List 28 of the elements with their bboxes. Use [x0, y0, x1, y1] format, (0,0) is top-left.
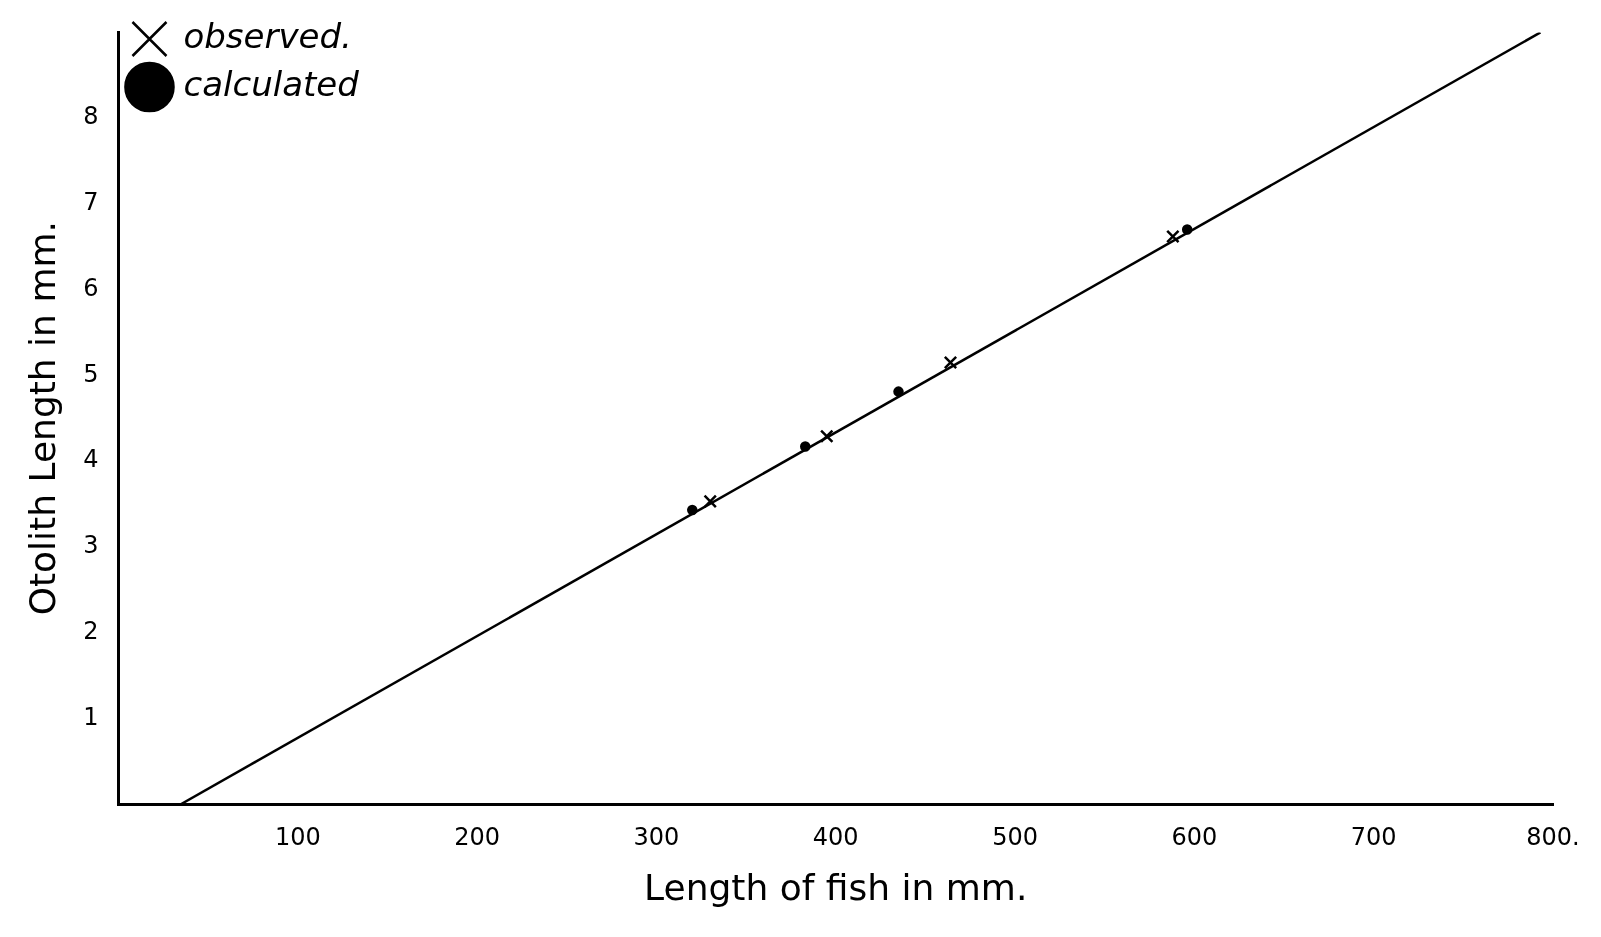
- point: [703, 494, 718, 509]
- point: [687, 504, 698, 516]
- point: [1181, 224, 1193, 235]
- x-tick-label: 500: [992, 822, 1038, 851]
- point: [800, 441, 811, 452]
- y-tick-label: 1: [83, 702, 99, 731]
- point: [819, 429, 834, 444]
- x-tick-label: 800.: [1526, 822, 1580, 851]
- y-tick-label: 7: [83, 188, 99, 217]
- x-tick-label: 300: [633, 822, 680, 851]
- x-tick-label: 200: [454, 822, 501, 851]
- x-axis-title: Length of fish in mm.: [644, 866, 1028, 908]
- point: [943, 355, 958, 370]
- y-tick-label: 8: [83, 102, 99, 131]
- y-tick-label: 2: [83, 616, 99, 645]
- y-axis-title: Otolith Length in mm.: [21, 221, 63, 616]
- point: [1165, 229, 1180, 244]
- legend-label: calculated: [183, 63, 360, 104]
- point: [893, 386, 904, 397]
- y-tick-label: 4: [83, 445, 99, 474]
- x-tick-label: 400: [812, 822, 859, 851]
- legend-label: observed.: [183, 15, 352, 56]
- x-tick-label: 600: [1171, 822, 1218, 851]
- x-tick-label: 100: [274, 822, 321, 851]
- y-tick-label: 6: [83, 273, 99, 302]
- y-tick-label: 3: [83, 531, 99, 560]
- y-tick-label: 5: [83, 359, 99, 388]
- x-tick-label: 700: [1350, 822, 1397, 851]
